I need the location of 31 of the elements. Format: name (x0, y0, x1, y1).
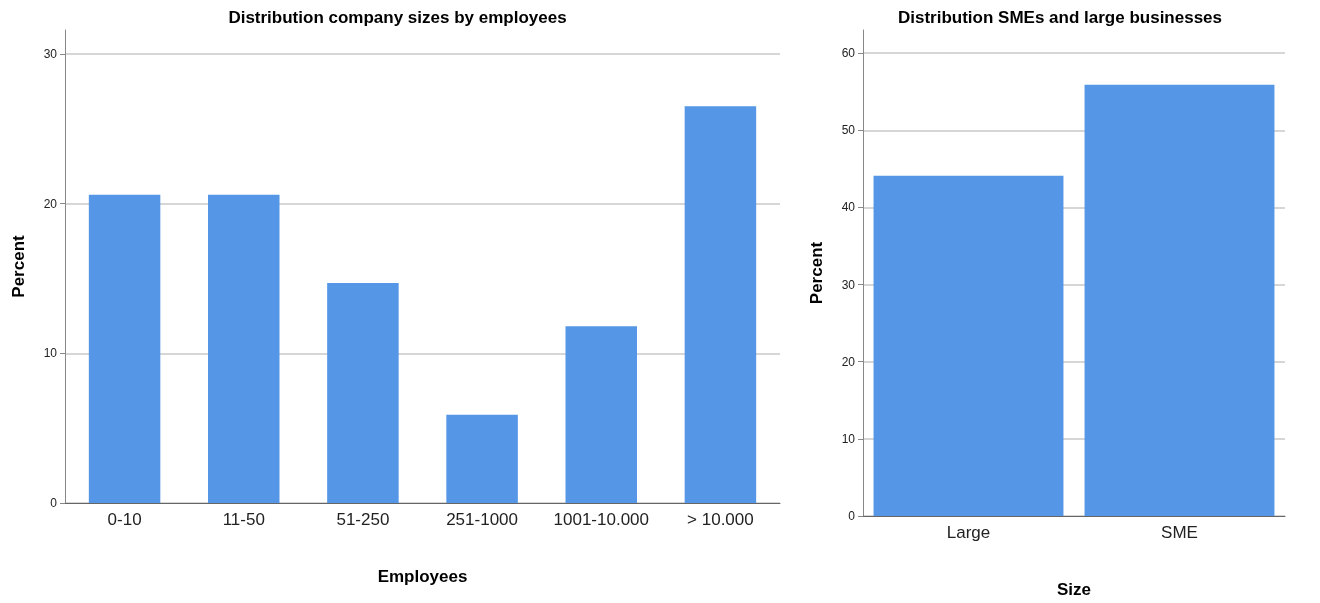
y-axis-title: Percent (9, 234, 28, 298)
y-tick-label: 10 (841, 431, 856, 446)
bar (684, 106, 757, 503)
y-tick-label: 30 (43, 46, 58, 61)
bar (327, 282, 399, 503)
x-tick-label: 11-50 (222, 510, 265, 529)
chart-title: Distribution company sizes by employees (228, 8, 567, 27)
x-tick-label: 0-10 (107, 510, 142, 529)
y-tick-label: 0 (50, 496, 58, 510)
y-tick-label: 10 (43, 346, 58, 361)
y-tick-label: 60 (841, 46, 856, 61)
y-tick-label: 0 (848, 509, 856, 523)
y-axis-title: Percent (807, 241, 826, 305)
x-tick-label: > 10.000 (687, 510, 754, 529)
bar (565, 326, 637, 503)
y-tick-label: 50 (841, 123, 856, 138)
x-tick-label: Large (946, 523, 991, 542)
x-tick-label: SME (1161, 523, 1198, 542)
y-tick-label: 20 (43, 196, 58, 211)
x-axis-title: Size (1056, 580, 1092, 599)
x-tick-label: 51-250 (336, 510, 390, 529)
y-tick-label: 20 (841, 354, 856, 369)
bar (88, 194, 161, 503)
x-tick-label: 251-1000 (446, 510, 519, 529)
chart-title: Distribution SMEs and large businesses (897, 8, 1223, 27)
y-tick-label: 30 (841, 277, 856, 292)
bar (446, 414, 518, 503)
y-tick-label: 40 (841, 200, 856, 215)
x-tick-label: 1001-10.000 (553, 510, 649, 529)
bar (208, 194, 280, 503)
x-axis-title: Employees (377, 567, 468, 586)
